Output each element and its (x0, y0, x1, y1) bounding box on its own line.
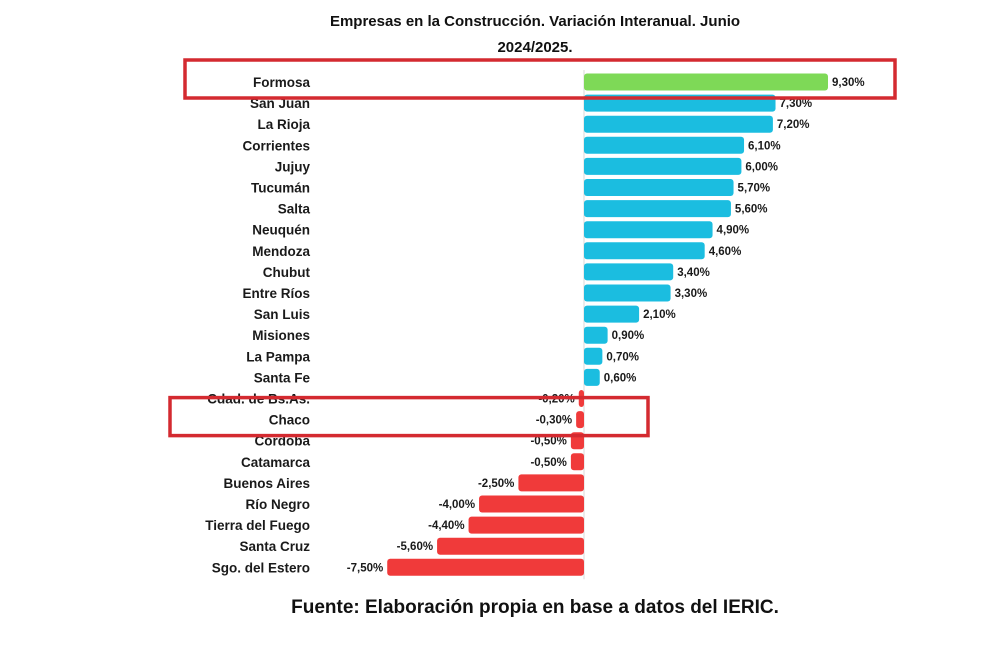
bar-entre-rios (584, 284, 671, 302)
category-label-neuquen: Neuquén (252, 223, 310, 238)
bar-santa-fe (584, 368, 600, 386)
source-note: Fuente: Elaboración propia en base a dat… (291, 597, 779, 618)
category-label-sgo-del-estero: Sgo. del Estero (212, 560, 310, 575)
category-label-chaco: Chaco (269, 413, 310, 428)
category-label-la-rioja: La Rioja (257, 117, 310, 132)
value-label-la-pampa: 0,70% (606, 351, 639, 363)
bars-group: Formosa 9,30% San Juan 7,30% La Rioja 7,20% Co… (205, 70, 865, 580)
value-label-misiones: 0,90% (612, 330, 645, 342)
value-label-rio-negro: -4,00% (439, 499, 475, 511)
highlight-box-formosa (183, 58, 897, 100)
category-label-salta: Salta (278, 202, 311, 217)
bar-jujuy (584, 157, 742, 175)
bar-chubut (584, 263, 674, 281)
value-label-entre-rios: 3,30% (675, 288, 708, 300)
category-label-santa-cruz: Santa Cruz (239, 539, 310, 554)
category-label-tucuman: Tucumán (251, 181, 310, 196)
bar-santa-cruz (437, 537, 584, 555)
category-label-buenos-aires: Buenos Aires (223, 476, 310, 491)
highlight-boxes (168, 58, 897, 438)
value-label-chubut: 3,40% (677, 267, 710, 279)
bar-rio-negro (479, 495, 584, 513)
category-label-cordoba: Córdoba (255, 434, 311, 449)
value-label-santa-fe: 0,60% (604, 372, 637, 384)
bar-chaco (576, 411, 584, 429)
category-label-santa-fe: Santa Fe (254, 370, 311, 385)
value-label-san-juan: 7,30% (780, 98, 813, 110)
value-label-cdad-de-bs-as: -0,20% (538, 394, 574, 406)
value-label-tucuman: 5,70% (738, 183, 771, 195)
category-label-tierra-del-fuego: Tierra del Fuego (205, 518, 310, 533)
category-label-chubut: Chubut (263, 265, 311, 280)
value-label-santa-cruz: -5,60% (397, 541, 433, 553)
bar-salta (584, 200, 731, 218)
category-label-formosa: Formosa (253, 75, 311, 90)
bar-san-luis (584, 305, 640, 323)
bar-sgo-del-estero (387, 558, 584, 576)
value-label-la-rioja: 7,20% (777, 119, 810, 131)
category-label-san-juan: San Juan (250, 96, 310, 111)
bar-buenos-aires (518, 474, 584, 492)
category-label-entre-rios: Entre Ríos (242, 286, 310, 301)
category-label-rio-negro: Río Negro (245, 497, 310, 512)
bar-mendoza (584, 242, 705, 260)
category-label-corrientes: Corrientes (242, 138, 310, 153)
highlight-box-chaco (168, 395, 650, 438)
value-label-neuquen: 4,90% (717, 225, 750, 237)
bar-catamarca (570, 453, 584, 471)
value-label-sgo-del-estero: -7,50% (347, 562, 383, 574)
value-label-salta: 5,60% (735, 204, 768, 216)
value-label-tierra-del-fuego: -4,40% (428, 520, 464, 532)
category-label-mendoza: Mendoza (252, 244, 310, 259)
bar-la-rioja (584, 115, 773, 133)
chart-title-line-2: 2024/2025. (497, 39, 572, 56)
category-label-catamarca: Catamarca (241, 455, 311, 470)
bar-tierra-del-fuego (468, 516, 584, 534)
category-label-la-pampa: La Pampa (246, 349, 310, 364)
bar-neuquen (584, 221, 713, 239)
value-label-mendoza: 4,60% (709, 246, 742, 258)
value-label-catamarca: -0,50% (530, 457, 566, 469)
bar-la-pampa (584, 347, 603, 365)
value-label-formosa: 9,30% (832, 77, 865, 89)
value-label-jujuy: 6,00% (745, 161, 778, 173)
value-label-corrientes: 6,10% (748, 140, 781, 152)
bar-formosa (584, 73, 828, 91)
chart-title-line-1: Empresas en la Construcción. Variación I… (330, 13, 740, 30)
value-label-chaco: -0,30% (536, 415, 572, 427)
category-label-jujuy: Jujuy (275, 159, 311, 174)
value-label-cordoba: -0,50% (530, 436, 566, 448)
category-label-misiones: Misiones (252, 328, 310, 343)
bar-corrientes (584, 136, 745, 154)
value-label-san-luis: 2,10% (643, 309, 676, 321)
bar-tucuman (584, 179, 734, 196)
bar-misiones (584, 326, 608, 344)
category-label-san-luis: San Luis (254, 307, 310, 322)
value-label-buenos-aires: -2,50% (478, 478, 514, 490)
